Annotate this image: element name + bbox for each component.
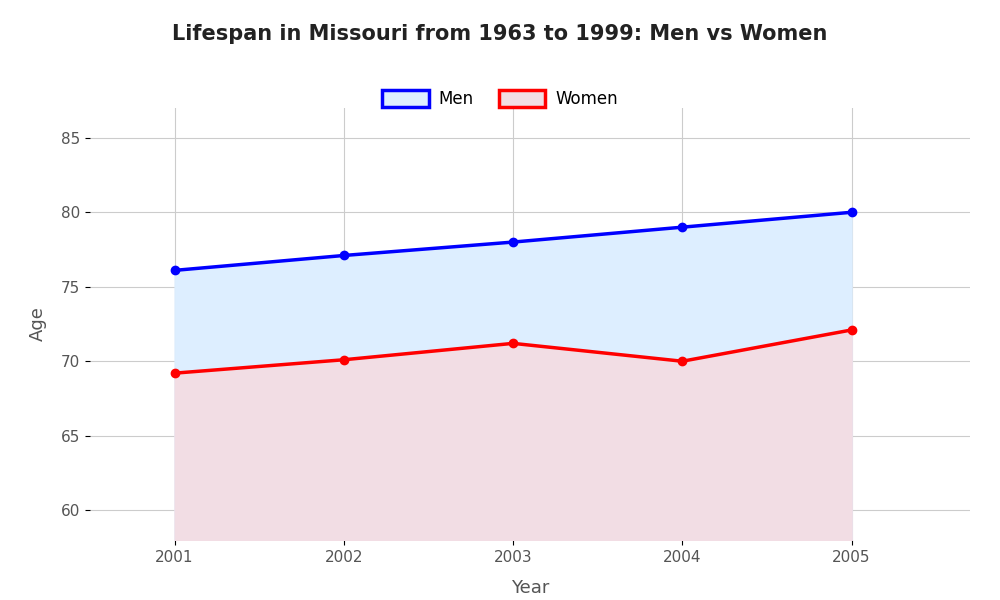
Legend: Men, Women: Men, Women (375, 83, 625, 115)
Y-axis label: Age: Age (29, 307, 47, 341)
Text: Lifespan in Missouri from 1963 to 1999: Men vs Women: Lifespan in Missouri from 1963 to 1999: … (172, 24, 828, 44)
X-axis label: Year: Year (511, 578, 549, 596)
